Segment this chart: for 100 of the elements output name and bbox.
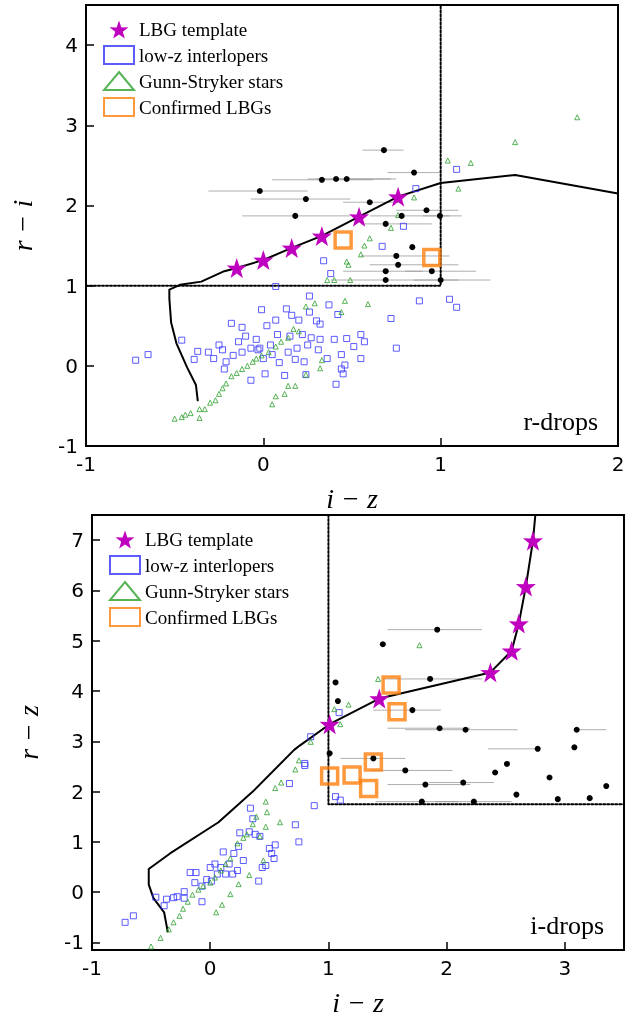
point [129,912,137,920]
point [178,414,185,421]
point [462,726,469,733]
legend-label: Confirmed LBGs [139,96,272,118]
point [331,706,338,713]
point [272,343,279,350]
point [508,613,529,634]
point [455,185,462,192]
point [236,829,244,837]
point [226,258,247,278]
point [422,781,429,788]
point [467,159,474,166]
point [492,769,499,776]
x-tick-label: 3 [558,956,572,980]
point [171,415,178,422]
point [333,176,340,182]
point [278,779,285,786]
point [347,277,354,284]
point [227,891,234,898]
x-tick-label: 2 [611,452,625,476]
point [240,834,247,841]
point [263,809,270,816]
point [173,893,181,901]
point [342,765,362,785]
point [246,804,254,812]
point [233,867,241,875]
point [253,249,274,270]
point [318,176,325,183]
point [295,328,302,335]
point [345,261,352,268]
point [285,382,292,389]
point [269,401,276,408]
point [229,870,237,878]
point [375,675,382,682]
point [334,698,341,705]
point [162,895,170,903]
point [513,791,520,798]
point [341,297,348,304]
legend-label: Gunn-Stryker stars [139,70,284,92]
y-tick-label: 2 [65,193,78,218]
point [291,821,299,829]
y-tick-label: 4 [71,679,84,704]
point [180,905,187,912]
point [246,872,253,879]
point [160,902,168,910]
point [212,397,219,404]
point [207,399,214,406]
point [227,855,234,862]
point [192,869,200,877]
legend-label: LBG template [145,529,254,550]
point [219,848,227,856]
point [319,714,340,735]
x-tick-label: 1 [322,956,335,980]
point [335,709,343,717]
point [281,390,288,397]
point [281,237,302,258]
point [318,357,325,364]
point [343,258,350,265]
point [310,802,318,810]
point [387,701,407,722]
point [345,701,352,708]
point [332,679,339,686]
point [203,876,211,884]
point [180,894,188,902]
y-tick-label: 2 [71,779,84,804]
point [271,841,279,849]
y-tick-label: 1 [65,273,78,298]
y-tick-label: 6 [71,578,84,603]
point [253,813,260,820]
point [290,325,297,332]
point [170,894,178,902]
y-tick-label: -1 [64,930,84,955]
point [223,380,230,387]
point [343,176,350,182]
point [427,675,434,682]
x-axis-title: i − z [332,986,384,1018]
point [333,230,353,250]
point [216,390,222,397]
point [165,926,172,933]
point [336,796,344,804]
point [503,760,510,767]
point [189,891,196,898]
y-tick-label: 7 [71,528,84,553]
y-tick-label: 3 [65,113,78,138]
point [512,139,519,146]
point [260,857,267,864]
point [302,196,309,203]
point [206,864,214,872]
point [196,406,203,413]
point [219,385,226,392]
point [337,721,344,728]
point [230,849,238,857]
point [270,854,278,862]
point [244,362,251,369]
point [382,220,389,227]
point [307,738,314,745]
point [157,934,164,941]
point [546,774,553,781]
annotation: i-drops [530,910,605,940]
x-axis-title: i − z [326,482,378,514]
